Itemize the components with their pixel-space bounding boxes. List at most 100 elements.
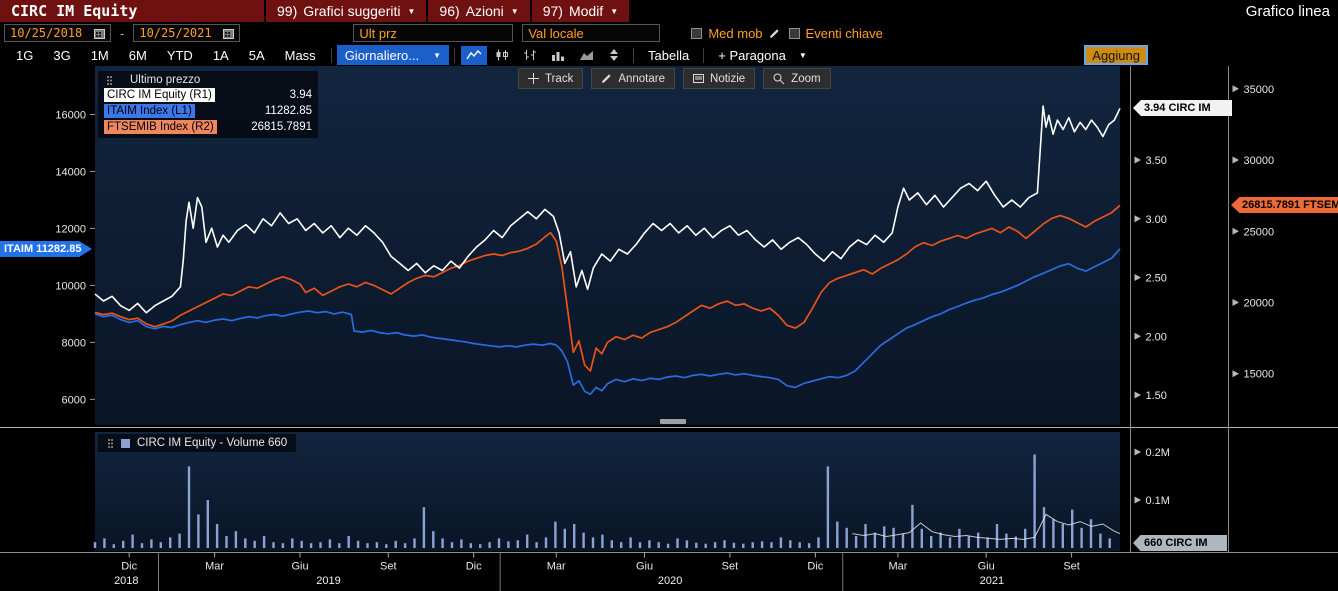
currency-value: Val locale: [528, 25, 584, 41]
axis-tick-arrow: [1232, 370, 1239, 378]
volume-bar: [122, 540, 125, 548]
screen-title: Grafico linea: [1237, 0, 1338, 22]
date-from-field[interactable]: 10/25/2018: [4, 24, 111, 42]
legend-row-ftsemib: FTSEMIB Index (R2) 26815.7891: [104, 120, 312, 134]
date-from-value: 10/25/2018: [10, 26, 83, 40]
volume-bar: [356, 540, 360, 548]
ohlc-chart-type-button[interactable]: [517, 46, 543, 65]
volume-bar: [620, 542, 623, 548]
chart-canvas: 6000 8000 10000 12000 14000 16000 1.50 2.00 2.50…: [0, 66, 1338, 591]
volume-bar: [629, 537, 632, 548]
axis-label-l1: 8000: [62, 337, 86, 349]
range-5a[interactable]: 5A: [248, 47, 265, 63]
range-1m[interactable]: 1M: [90, 47, 109, 63]
currency-field[interactable]: Val locale: [522, 24, 661, 42]
candle-chart-type-button[interactable]: [489, 46, 515, 65]
eventi-chiave-checkbox[interactable]: [788, 27, 800, 39]
legend-chip-itaim[interactable]: ITAIM Index (L1): [104, 104, 195, 118]
add-security-label: Aggiung: [1092, 47, 1140, 63]
legend-chip-ftsemib[interactable]: FTSEMIB Index (R2): [104, 120, 217, 134]
news-label: Notizie: [710, 72, 746, 85]
annotate-button[interactable]: Annotare: [591, 68, 676, 89]
drag-handle-icon[interactable]: [107, 438, 114, 449]
med-mob-checkbox[interactable]: [691, 27, 703, 39]
range-mass[interactable]: Mass: [284, 47, 316, 63]
news-button[interactable]: Notizie: [683, 68, 756, 89]
volume-bar: [112, 544, 115, 548]
range-3g[interactable]: 3G: [53, 47, 71, 63]
period-label: Giornaliero...: [344, 47, 420, 63]
range-ytd[interactable]: YTD: [166, 47, 193, 63]
calendar-icon[interactable]: [223, 28, 235, 39]
menu-grafici-suggeriti[interactable]: 99) Grafici suggeriti ▼: [266, 0, 427, 22]
volume-bar: [544, 537, 548, 548]
newspaper-icon: [693, 74, 705, 83]
volume-bar: [958, 528, 961, 548]
drag-handle-icon[interactable]: [106, 75, 113, 86]
date-to-value: 10/25/2021: [139, 26, 212, 40]
volume-bar: [657, 542, 660, 548]
table-button[interactable]: Tabella: [648, 47, 690, 63]
date-to-field[interactable]: 10/25/2021: [133, 24, 241, 42]
compare-dropdown[interactable]: + Paragona ▼: [709, 48, 816, 63]
range-6m[interactable]: 6M: [128, 47, 147, 63]
zoom-button[interactable]: Zoom: [763, 68, 831, 89]
add-security-field[interactable]: Aggiung: [1084, 45, 1148, 65]
axis-label-r2: 15000: [1244, 369, 1275, 381]
moving-average-group: Med mob: [691, 26, 779, 41]
pencil-icon[interactable]: [769, 28, 780, 39]
month-label: Mar: [547, 561, 566, 573]
month-label: Mar: [205, 561, 224, 573]
volume-bar: [234, 531, 238, 548]
range-1g[interactable]: 1G: [16, 47, 34, 63]
year-label: 2021: [980, 575, 1004, 587]
menu-label: Grafici suggeriti: [303, 3, 401, 19]
area-chart-type-button[interactable]: [573, 46, 599, 65]
volume-legend[interactable]: CIRC IM Equity - Volume 660: [98, 434, 297, 452]
pan-handle[interactable]: [660, 419, 686, 424]
line-chart-type-button[interactable]: [461, 45, 488, 65]
month-label: Dic: [466, 561, 482, 573]
track-button[interactable]: Track: [518, 68, 584, 89]
volume-bar: [977, 532, 980, 548]
magnifier-icon: [773, 73, 785, 84]
calendar-icon[interactable]: [94, 28, 105, 39]
volume-bar: [422, 507, 426, 548]
volume-bar: [169, 537, 172, 548]
sort-axis-button[interactable]: [601, 46, 627, 65]
volume-bar: [385, 544, 388, 548]
volume-bar: [770, 542, 773, 548]
volume-bar: [1005, 533, 1008, 548]
chart-area: 6000 8000 10000 12000 14000 16000 1.50 2.00 2.50…: [0, 66, 1338, 591]
volume-bar: [807, 543, 811, 548]
bar-chart-type-button[interactable]: [545, 46, 571, 65]
volume-bar: [159, 542, 162, 548]
month-label: Giu: [978, 561, 995, 573]
volume-bar: [366, 543, 369, 548]
legend-chip-circ[interactable]: CIRC IM Equity (R1): [104, 88, 215, 102]
volume-bar: [516, 540, 519, 548]
marker-itaim-text: ITAIM 11282.85: [4, 243, 82, 255]
axis-label-r1: 1.50: [1146, 390, 1167, 402]
month-label: Mar: [888, 561, 907, 573]
volume-bar: [723, 540, 726, 548]
menu-modif[interactable]: 97) Modif ▼: [531, 0, 630, 22]
volume-bar: [901, 533, 905, 548]
volume-bar: [817, 537, 820, 548]
range-1a[interactable]: 1A: [212, 47, 229, 63]
axis-tick-arrow: [1134, 274, 1141, 282]
axis-label-l1: 14000: [55, 166, 86, 178]
month-label: Set: [1063, 561, 1080, 573]
period-dropdown[interactable]: Giornaliero... ▼: [336, 45, 450, 65]
menu-label: Modif: [568, 3, 604, 19]
axis-label-r2: 30000: [1244, 155, 1275, 167]
volume-series-chip: [121, 438, 130, 448]
chart-legend[interactable]: Ultimo prezzo CIRC IM Equity (R1) 3.94 I…: [98, 71, 318, 138]
year-label: 2018: [114, 575, 138, 587]
menu-azioni[interactable]: 96) Azioni ▼: [428, 0, 530, 22]
date-separator: -: [120, 25, 125, 41]
axis-label-r2: 25000: [1244, 226, 1275, 238]
price-type-field[interactable]: Ult prz: [353, 24, 514, 42]
axis-tick-arrow: [1134, 496, 1141, 504]
